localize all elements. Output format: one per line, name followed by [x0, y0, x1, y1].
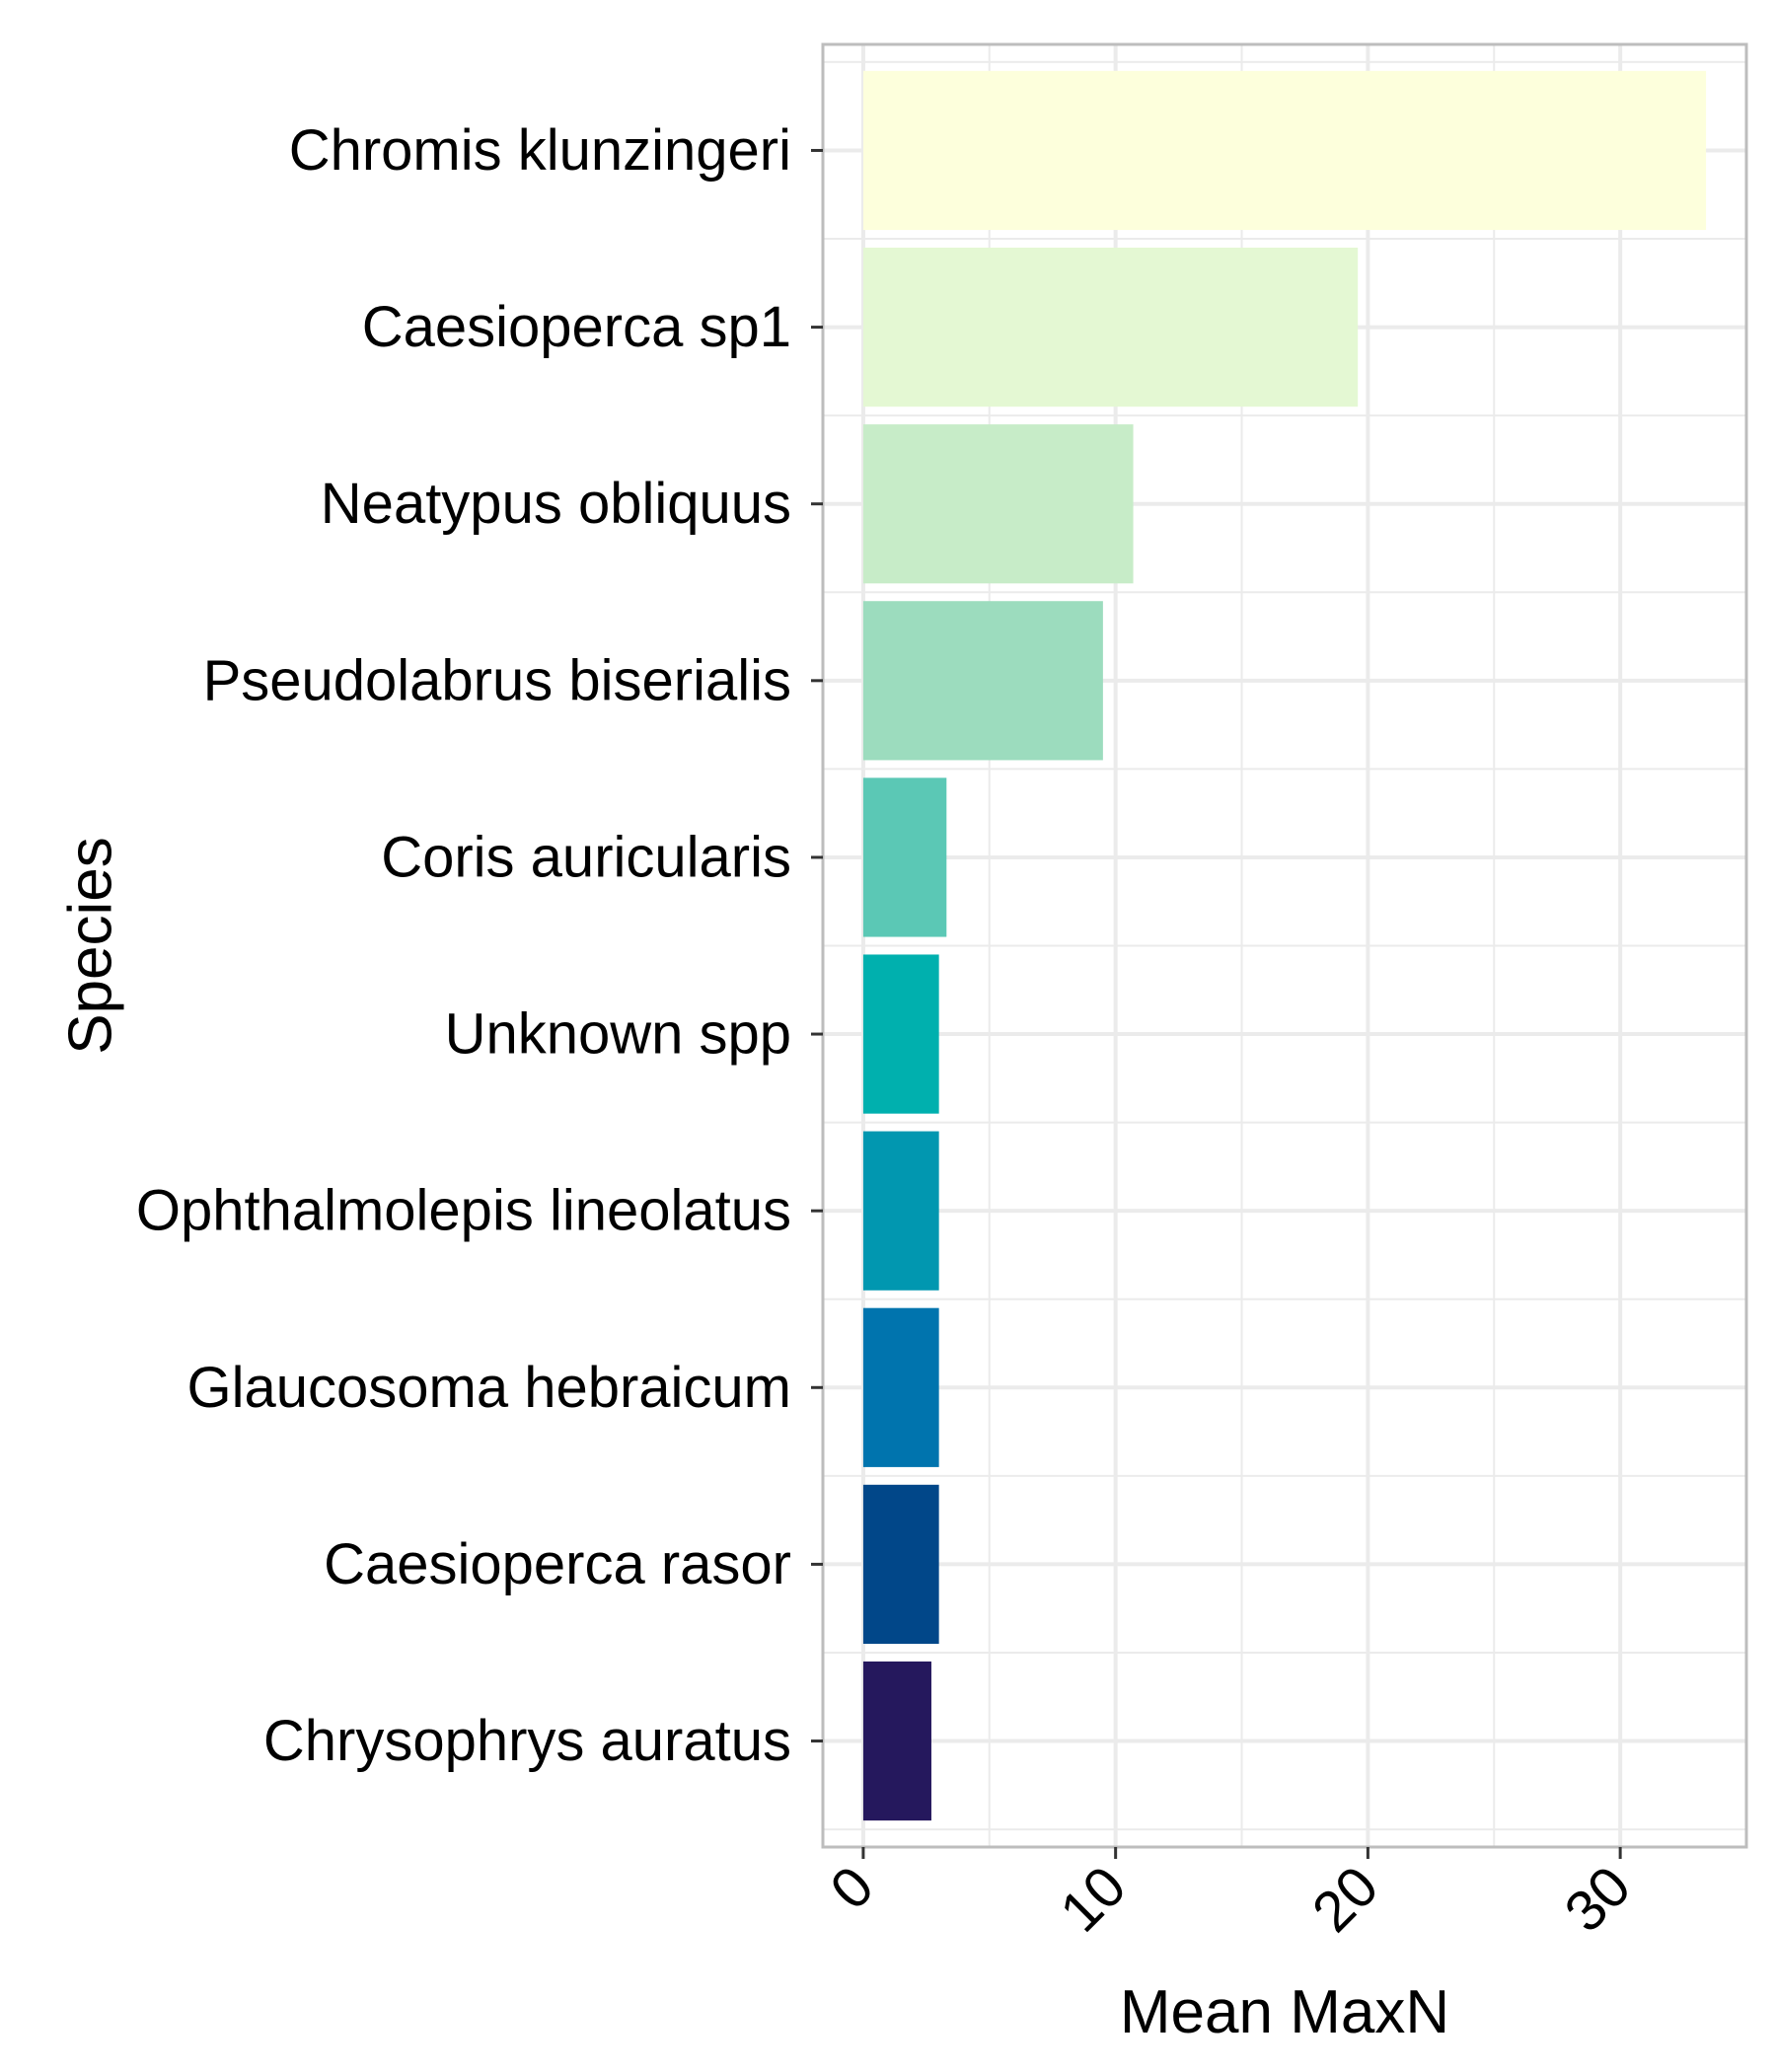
bar [862, 1131, 939, 1291]
bar [862, 601, 1103, 761]
bar [862, 1484, 939, 1645]
bars [862, 70, 1707, 1821]
y-tick-label: Glaucosoma hebraicum [186, 1356, 791, 1420]
bar [862, 247, 1359, 407]
y-tick-label: Neatypus obliquus [321, 472, 791, 536]
y-tick-label: Caesioperca rasor [324, 1532, 791, 1596]
y-axis-title: Species [57, 837, 125, 1055]
bar [862, 70, 1707, 231]
y-tick-label: Unknown spp [445, 1002, 791, 1067]
y-tick-label: Coris auricularis [381, 825, 791, 889]
y-tick-label: Chromis klunzingeri [289, 118, 791, 183]
y-tick-label: Ophthalmolepis lineolatus [136, 1179, 791, 1243]
minor-gridlines [823, 44, 1746, 1847]
y-tick-label: Caesioperca sp1 [362, 295, 791, 359]
plot-panel-border [821, 42, 1748, 1849]
bar [862, 1307, 939, 1467]
x-axis-title: Mean MaxN [1120, 1978, 1449, 2046]
y-tick-label: Chrysophrys auratus [263, 1709, 791, 1773]
y-tick-label: Pseudolabrus biserialis [203, 648, 791, 712]
bar [862, 1661, 931, 1821]
y-axis: Chromis klunzingeri Caesioperca sp1 Neatyp… [136, 118, 823, 1773]
bar [862, 777, 947, 937]
bar [862, 954, 939, 1114]
bar [862, 424, 1134, 584]
